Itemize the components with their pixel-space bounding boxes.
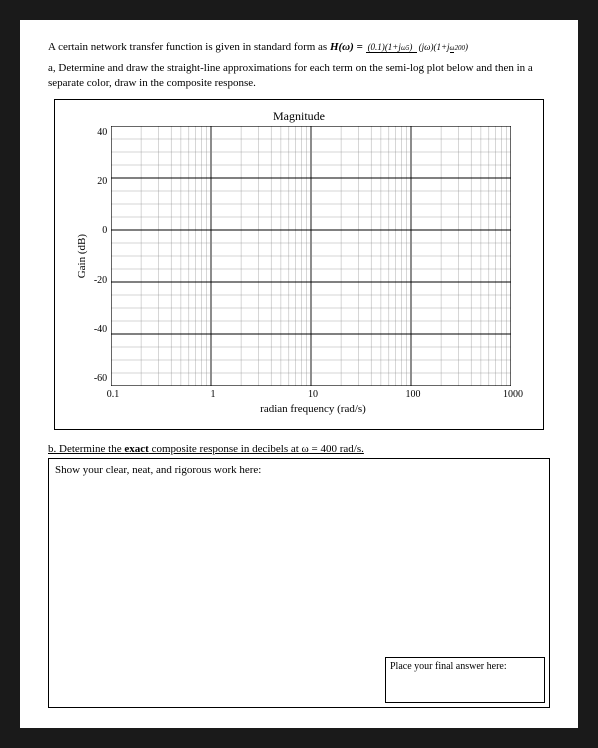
x-ticks: 0.11101001000 [113,388,513,400]
ytick: -60 [94,372,107,386]
h-label: H(ω) = [330,41,366,53]
den-paren-open: (1+j [433,42,449,52]
part-b-suffix: composite response in decibels at ω = 40… [149,443,364,455]
ytick: 40 [94,126,107,140]
den-jw: (jω) [419,42,434,52]
ytick: 20 [94,175,107,189]
xtick: 100 [406,388,421,402]
answer-label: Place your final answer here: [390,661,507,672]
page: A certain network transfer function is g… [20,20,578,728]
ytick: -20 [94,274,107,288]
numerator: (0.1)(1+jω5) [366,42,417,53]
num-paren-open: (1+j [385,42,401,52]
main-fraction: (0.1)(1+jω5) (jω)(1+jω200) [366,43,470,52]
intro-text: A certain network transfer function is g… [48,41,330,53]
xtick: 0.1 [107,388,120,402]
xtick: 1000 [503,388,523,402]
num-const: (0.1) [368,42,385,52]
work-area: Show your clear, neat, and rigorous work… [48,458,550,708]
num-paren-close: ) [409,42,412,52]
xtick: 1 [211,388,216,402]
den-subfrac: ω200 [450,45,465,51]
x-axis-label: radian frequency (rad/s) [113,402,513,417]
intro-line: A certain network transfer function is g… [48,40,550,55]
transfer-function: H(ω) = (0.1)(1+jω5) (jω)(1+jω200) [330,40,470,55]
part-b-prefix: b. Determine the [48,443,124,455]
part-b-text: b. Determine the exact composite respons… [48,442,550,457]
part-a-text: a, Determine and draw the straight-line … [48,61,550,91]
denominator: (jω)(1+jω200) [417,42,470,52]
part-b-bold: exact [124,443,148,455]
den-paren-close: ) [465,42,468,52]
plot-row: Gain (dB) 40 20 0 -20 -40 -60 [75,126,523,386]
xtick: 10 [308,388,318,402]
final-answer-box: Place your final answer here: [385,657,545,703]
den-sub-bot: 200 [454,44,465,52]
y-axis-label: Gain (dB) [75,234,90,278]
plot-container: Magnitude Gain (dB) 40 20 0 -20 -40 -60 … [54,99,544,430]
plot-title: Magnitude [75,108,523,124]
ytick: -40 [94,323,107,337]
y-ticks: 40 20 0 -20 -40 -60 [94,126,107,386]
ytick: 0 [94,224,107,238]
work-instruction: Show your clear, neat, and rigorous work… [55,464,261,476]
bode-grid [111,126,511,386]
